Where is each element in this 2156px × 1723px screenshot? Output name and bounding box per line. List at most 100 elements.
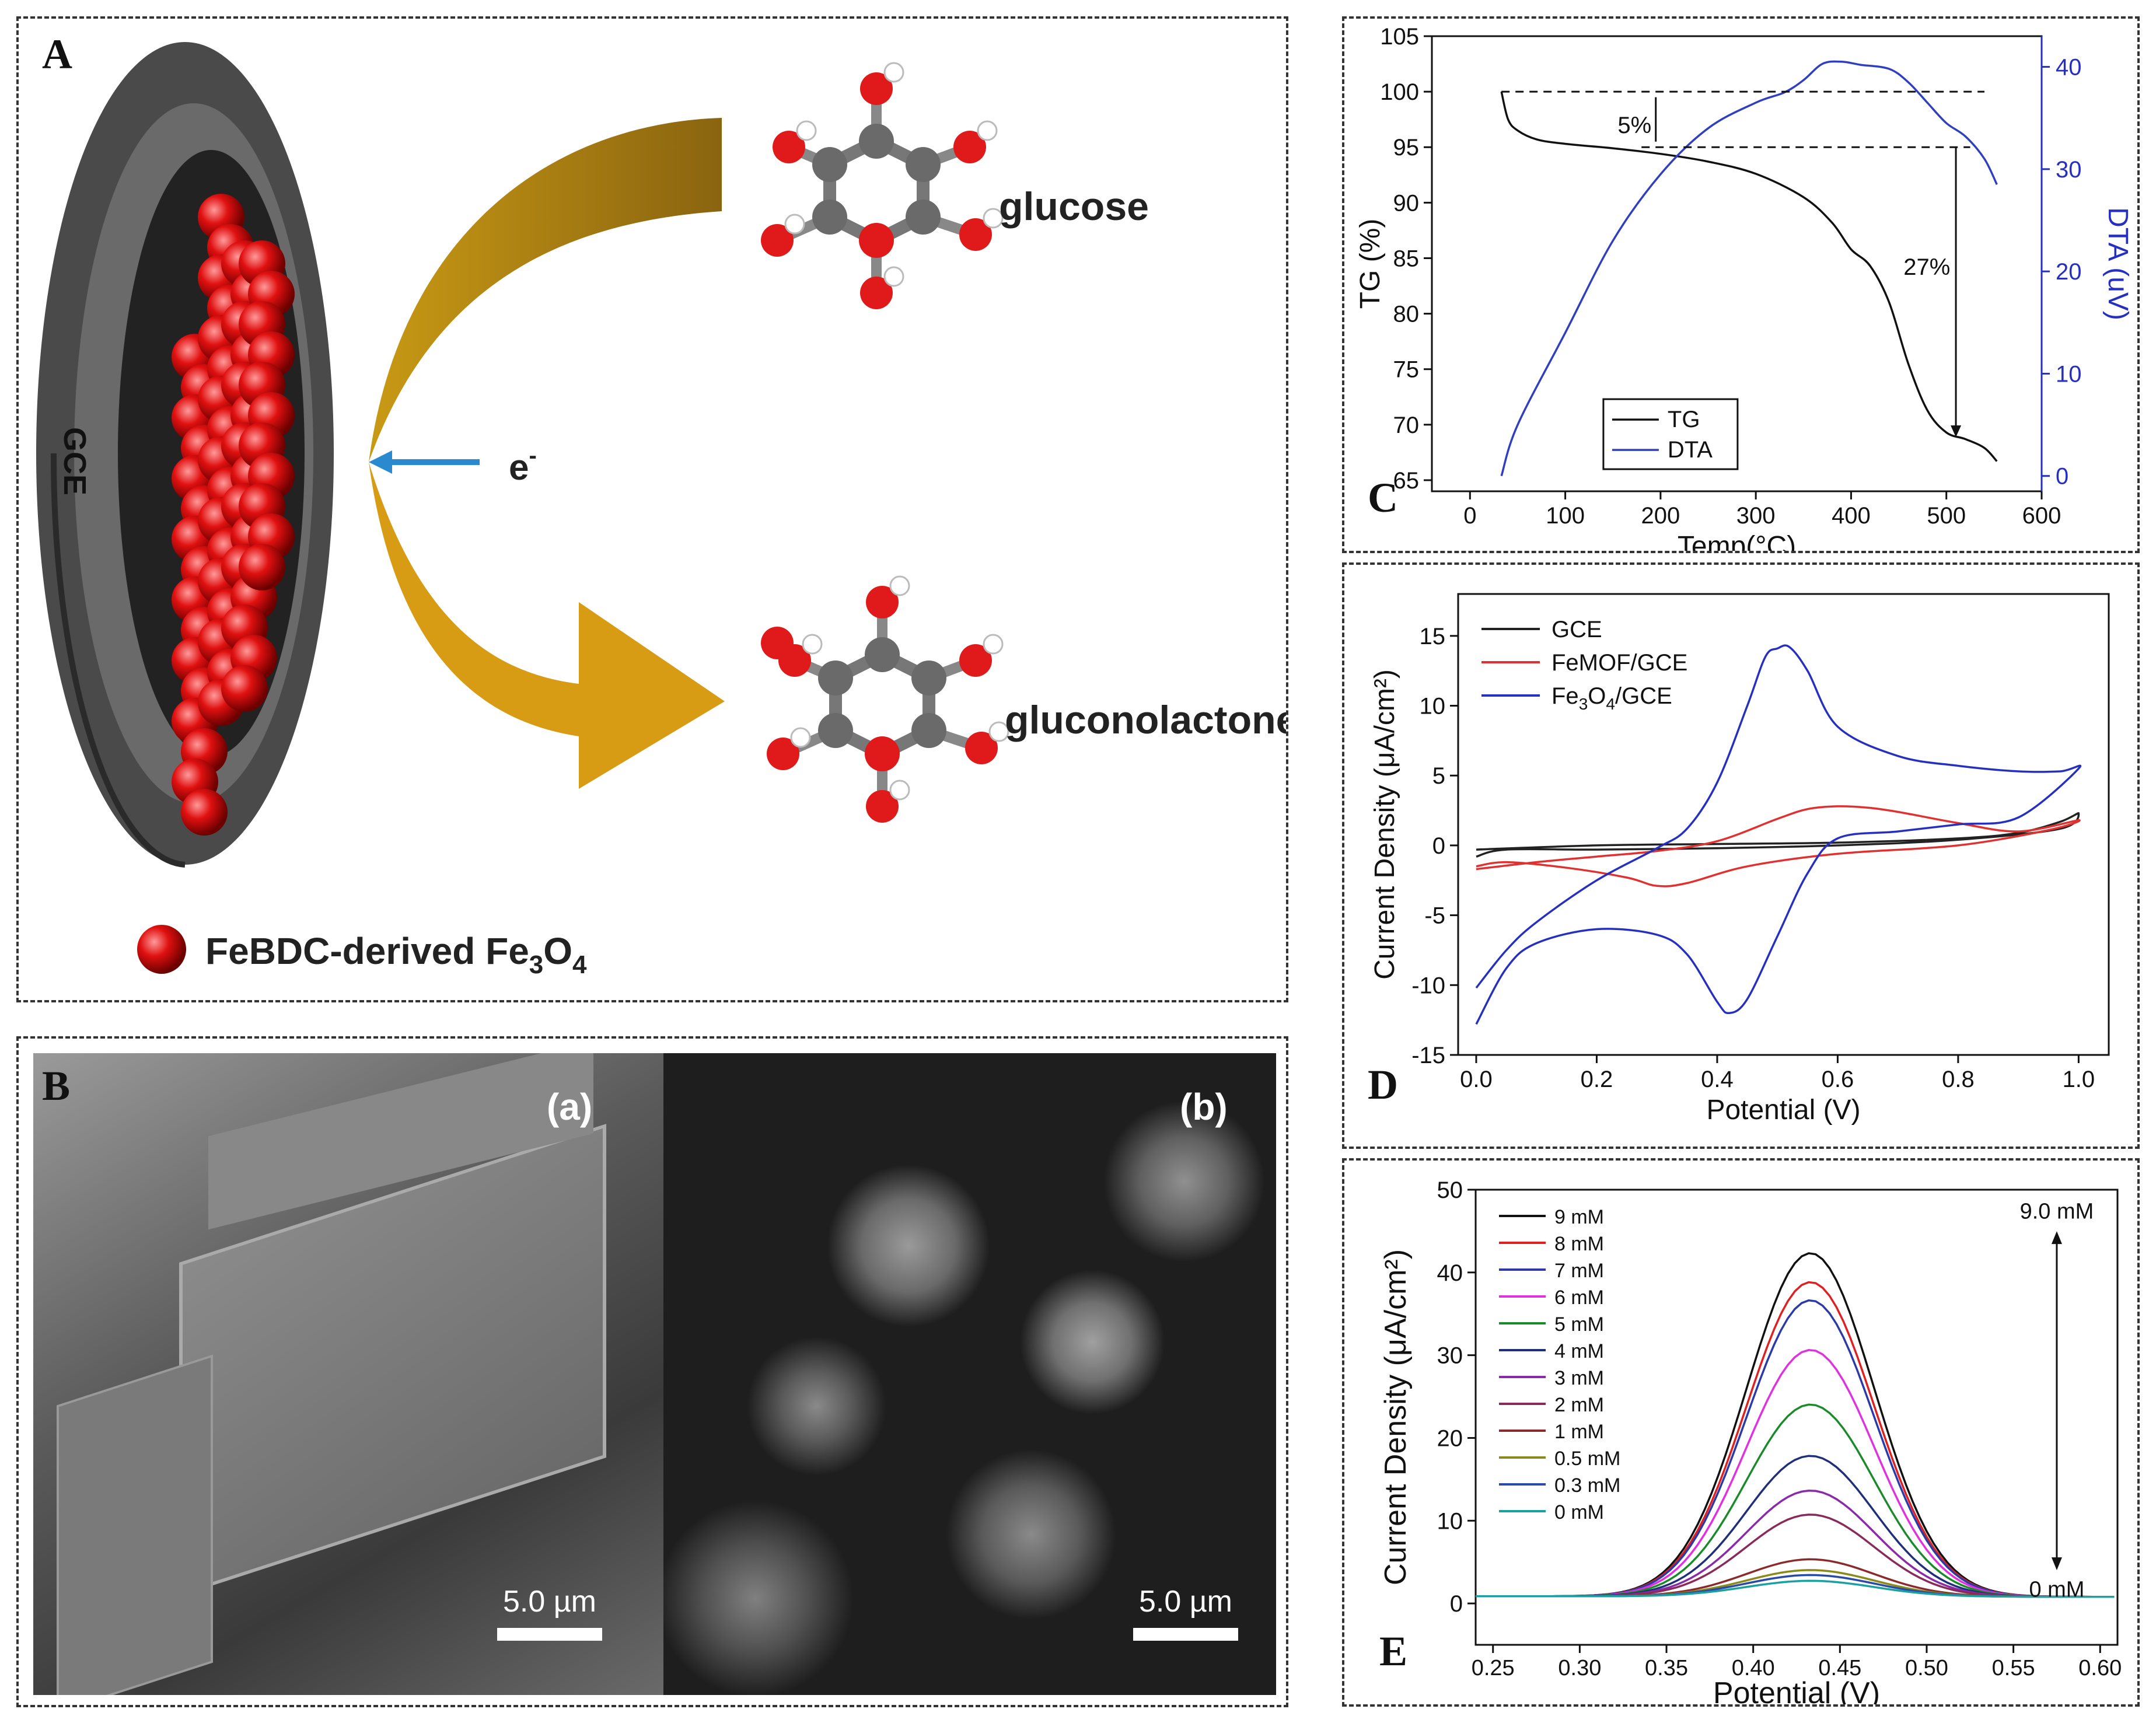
fe3o4-particles xyxy=(172,194,295,836)
x-tick-label: 1.0 xyxy=(2063,1067,2095,1092)
chart-e: 0.25 0.30 0.35 0.40 0.45 0.50 0.55 0.60 0 10 20 30 4… xyxy=(1379,1177,2122,1704)
particle xyxy=(181,789,228,836)
hydrogen-atom xyxy=(983,208,1004,229)
legend-label: 6 mM xyxy=(1554,1287,1604,1309)
carbon-atom xyxy=(818,660,853,696)
plot-frame-e xyxy=(1474,1189,2119,1646)
gluconolactone-label: gluconolactone xyxy=(1005,698,1286,742)
carbon-atom xyxy=(812,200,847,235)
annotation-27pct: 27% xyxy=(1903,254,1950,280)
x-tick-label: 0.60 xyxy=(2078,1656,2122,1680)
carbon-atom xyxy=(859,124,894,159)
legend-label: 9 mM xyxy=(1554,1206,1604,1228)
series-line-0-5-mM xyxy=(1476,1569,2115,1598)
oxygen-atom xyxy=(959,644,992,677)
series-line-0-3-mM xyxy=(1476,1574,2115,1598)
panel-a-label: A xyxy=(42,31,72,78)
x-tick-label: 0.6 xyxy=(1822,1067,1854,1092)
x-tick-label: 0.45 xyxy=(1818,1656,1861,1680)
series-tg-line xyxy=(1500,91,1998,462)
sem-image-right xyxy=(663,1053,1276,1695)
y-axis-label: Current Density (μA/cm²) xyxy=(1369,669,1400,980)
x-tick-label: 0.2 xyxy=(1581,1067,1613,1092)
hydrogen-atom xyxy=(883,266,904,287)
x-tick-label: 400 xyxy=(1832,503,1871,529)
x-tick-label: 0.4 xyxy=(1701,1067,1734,1092)
y-tick-label: 105 xyxy=(1380,24,1419,50)
legend-label: 1 mM xyxy=(1554,1421,1604,1443)
x-tick-label: 500 xyxy=(1927,503,1966,529)
carbon-atom xyxy=(906,147,941,182)
scale-label-right: 5.0 µm xyxy=(1138,1585,1232,1619)
legend-label: FeBDC-derived Fe3O4 xyxy=(205,930,587,979)
y2-tick-label: 40 xyxy=(2056,55,2082,81)
series-line-femof-gce xyxy=(1476,805,2081,887)
x-tick-label: 0.50 xyxy=(1905,1656,1948,1680)
x-axis-label: Potential (V) xyxy=(1706,1095,1860,1126)
panel-b: (a) (b) 5.0 µm 5.0 µm B xyxy=(16,1036,1288,1707)
electron-label: e- xyxy=(509,443,537,488)
carbon-atom xyxy=(911,713,946,748)
series-line-0-mM xyxy=(1476,1579,2115,1598)
oxygen-atom xyxy=(965,732,998,764)
carbon-atom xyxy=(906,200,941,235)
x-tick-label: 300 xyxy=(1736,503,1776,529)
arrowhead-27pct xyxy=(1951,425,1962,438)
oxygen-atom xyxy=(773,131,805,163)
x-tick-label: 0.0 xyxy=(1460,1067,1493,1092)
hydrogen-atom xyxy=(983,634,1004,655)
legend-box-c xyxy=(1602,398,1739,470)
annotation-high: 9.0 mM xyxy=(2020,1200,2094,1224)
particle xyxy=(239,544,285,590)
series-line-fe3o4-gce xyxy=(1475,644,2082,1025)
y-tick-label: 90 xyxy=(1393,190,1420,216)
y-tick-label: 65 xyxy=(1393,468,1420,494)
y-tick-label: 85 xyxy=(1393,246,1420,271)
hydrogen-atom xyxy=(889,780,910,801)
oxygen-atom xyxy=(767,738,799,770)
series-line-1-mM xyxy=(1476,1558,2115,1598)
particle xyxy=(221,665,268,712)
sem-image-left xyxy=(33,1053,663,1695)
y-tick-label: 80 xyxy=(1393,302,1420,327)
carbon-atom xyxy=(818,713,853,748)
oxygen-atom xyxy=(860,72,893,105)
legend-label: TG xyxy=(1668,407,1700,432)
oxygen-atom xyxy=(866,586,899,618)
carbon-atom xyxy=(865,637,900,672)
legend-label: GCE xyxy=(1552,617,1602,642)
x-axis-label: Potential (V) xyxy=(1713,1676,1880,1704)
legend-label: 4 mM xyxy=(1554,1340,1604,1362)
y-tick-label: 5 xyxy=(1432,763,1445,789)
oxidation-arrow-lower xyxy=(369,462,725,789)
y-axis-label: Current Density (μA/cm²) xyxy=(1379,1249,1413,1585)
x-tick-label: 0.55 xyxy=(1992,1656,2035,1680)
y-tick-label: 0 xyxy=(1432,833,1445,859)
y-tick-label: 95 xyxy=(1393,135,1420,160)
hydrogen-atom xyxy=(784,214,805,235)
hydrogen-atom xyxy=(883,62,904,83)
plot-frame-d xyxy=(1457,593,2110,1056)
y-tick-label: -5 xyxy=(1424,903,1445,929)
hydrogen-atom xyxy=(977,120,998,141)
y2-tick-label: 10 xyxy=(2056,361,2082,387)
carbon-atom xyxy=(911,660,946,696)
x-tick-label: 200 xyxy=(1641,503,1680,529)
carbonyl-oxygen xyxy=(761,627,794,659)
y-tick-label: 15 xyxy=(1420,624,1446,649)
y-tick-label: 40 xyxy=(1437,1260,1463,1286)
annotation-low: 0 mM xyxy=(2029,1577,2084,1602)
hydrogen-atom xyxy=(988,721,1009,742)
y-tick-label: -15 xyxy=(1411,1043,1445,1068)
legend-label: 3 mM xyxy=(1554,1367,1604,1389)
chart-c: 0 100 200 300 400 500 600 65 70 75 80 85 90 95 100 105 0… xyxy=(1355,24,2133,551)
y-tick-label: 20 xyxy=(1437,1425,1463,1451)
glucose-label: glucose xyxy=(999,184,1149,229)
gluconolactone-molecule xyxy=(761,575,1009,823)
series-line-gce xyxy=(1476,812,2080,858)
oxidation-arrow-upper xyxy=(369,118,722,462)
x-tick-label: 600 xyxy=(2022,503,2061,529)
scheme-diagram: GCE e- glucose gluconolactone FeBDC-deri… xyxy=(36,42,1286,979)
glucose-molecule xyxy=(761,62,1004,309)
arrowhead-down xyxy=(2051,1557,2062,1571)
